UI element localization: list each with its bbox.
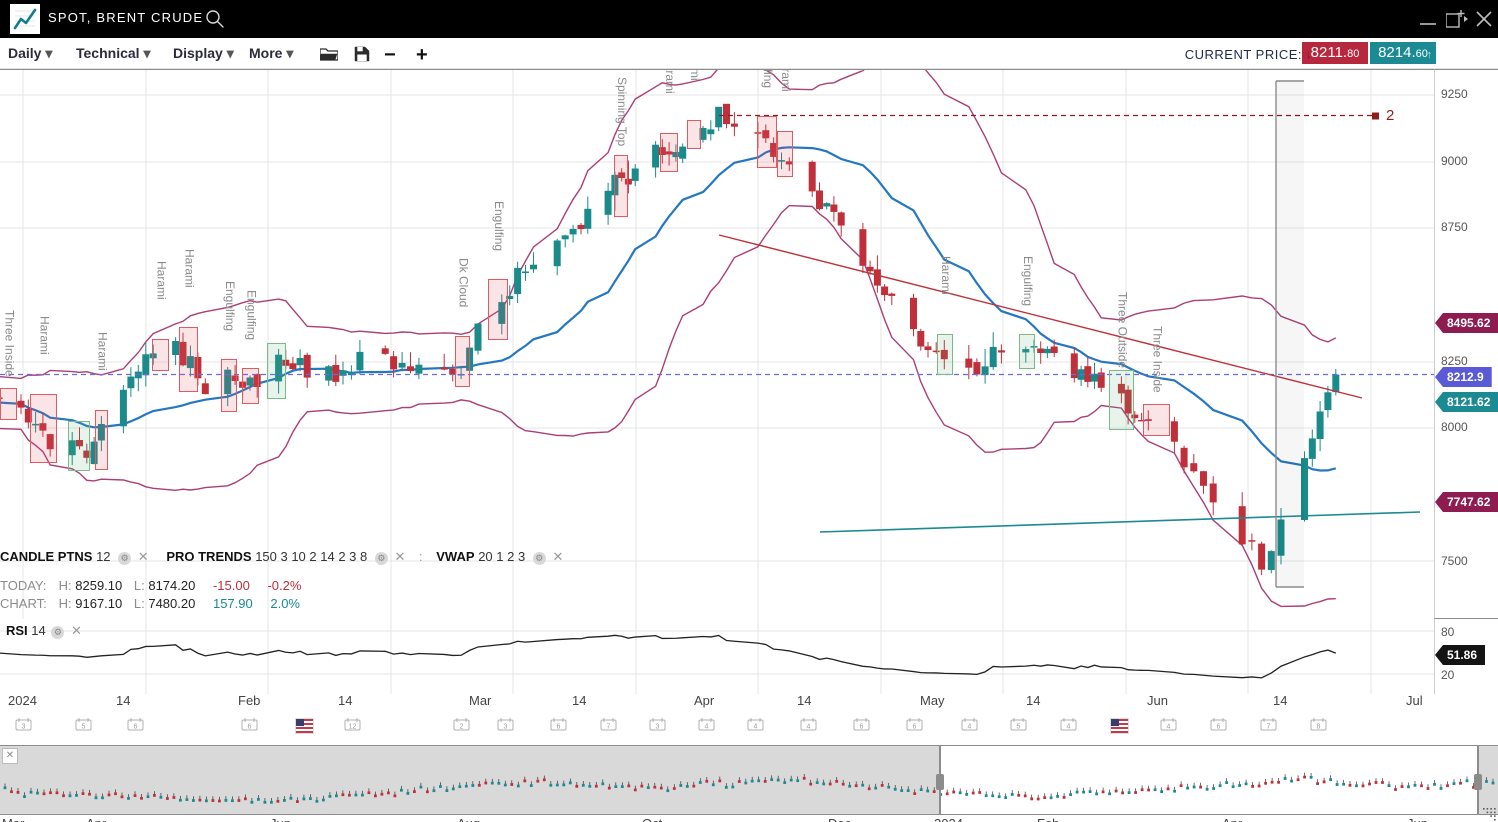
svg-text:6: 6 (913, 723, 917, 730)
svg-text:4: 4 (968, 723, 972, 730)
svg-text:6: 6 (557, 723, 561, 730)
svg-text:4: 4 (705, 723, 709, 730)
svg-text:2: 2 (460, 723, 464, 730)
svg-text:6: 6 (248, 723, 252, 730)
svg-text:12: 12 (349, 723, 357, 730)
svg-text:3: 3 (22, 723, 26, 730)
svg-text:5: 5 (1017, 723, 1021, 730)
svg-text:7: 7 (607, 723, 611, 730)
svg-text:4: 4 (754, 723, 758, 730)
svg-text:6: 6 (134, 723, 138, 730)
svg-text:4: 4 (807, 723, 811, 730)
svg-text:3: 3 (504, 723, 508, 730)
svg-text:6: 6 (860, 723, 864, 730)
svg-text:3: 3 (656, 723, 660, 730)
svg-text:6: 6 (1217, 723, 1221, 730)
svg-text:5: 5 (82, 723, 86, 730)
svg-text:4: 4 (1167, 723, 1171, 730)
svg-text:8: 8 (1317, 723, 1321, 730)
svg-text:7: 7 (1267, 723, 1271, 730)
svg-text:4: 4 (1067, 723, 1071, 730)
